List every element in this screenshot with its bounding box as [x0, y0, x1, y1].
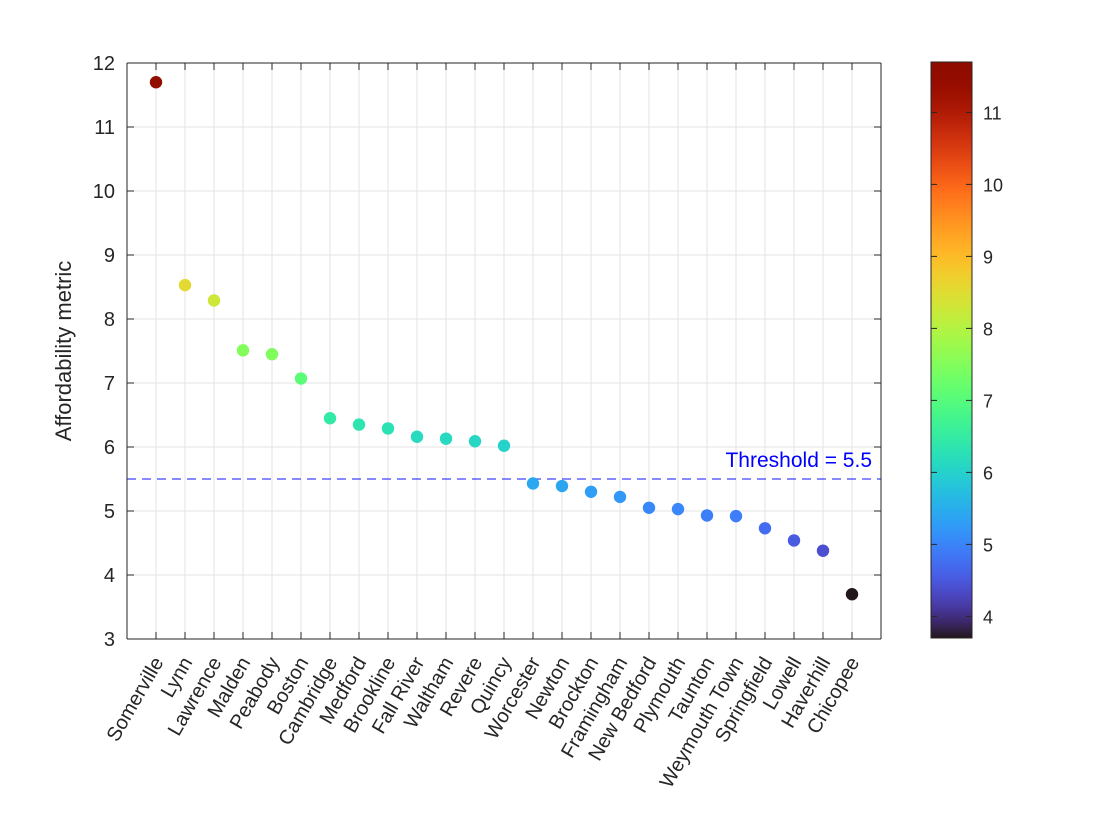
data-point: [468, 435, 482, 448]
threshold-group: Threshold = 5.5: [127, 449, 881, 480]
data-point: [700, 509, 714, 522]
colorbar-tick-label: 7: [983, 391, 993, 411]
points: [149, 76, 859, 601]
data-point: [497, 439, 511, 452]
y-tick-label: 9: [104, 245, 115, 267]
y-tick-label: 4: [104, 565, 115, 587]
data-point: [758, 522, 772, 535]
data-point: [381, 422, 395, 435]
axes: 3456789101112SomervilleLynnLawrenceMalde…: [93, 53, 882, 792]
data-point: [236, 344, 250, 357]
y-tick-label: 12: [93, 53, 115, 75]
colorbar-tick-label: 11: [983, 103, 1002, 123]
y-tick-label: 10: [93, 181, 115, 203]
data-point: [265, 348, 279, 361]
colorbar-gradient: [930, 61, 973, 639]
y-axis-title: Affordability metric: [51, 261, 76, 442]
colorbar-tick-label: 6: [983, 463, 993, 483]
data-point: [439, 432, 453, 445]
colorbar-tick-label: 4: [983, 607, 993, 627]
colorbar-tick-label: 9: [983, 247, 993, 267]
data-point: [352, 418, 366, 431]
y-tick-label: 8: [104, 309, 115, 331]
y-tick-label: 3: [104, 629, 115, 651]
colorbar-tick-label: 8: [983, 319, 993, 339]
colorbar-tick-label: 5: [983, 535, 993, 555]
colorbar-tick-label: 10: [983, 175, 1003, 195]
data-point: [526, 477, 540, 490]
data-point: [613, 490, 627, 504]
data-point: [642, 501, 656, 514]
colorbar: 4 5 6 7 8 9 10 11: [930, 61, 1003, 639]
data-point: [584, 485, 598, 498]
y-tick-label: 11: [94, 117, 115, 139]
data-point: [410, 430, 424, 443]
data-point: [207, 294, 221, 307]
data-point: [787, 534, 801, 547]
y-tick-label: 5: [104, 501, 115, 523]
data-point: [294, 372, 308, 385]
data-point: [555, 479, 569, 493]
data-point: [816, 544, 830, 557]
data-point: [671, 502, 685, 516]
data-point: [149, 76, 163, 89]
threshold-label: Threshold = 5.5: [725, 449, 872, 472]
x-tick-label: Somerville: [103, 654, 169, 746]
data-point: [729, 509, 743, 523]
data-point: [845, 588, 859, 601]
data-point: [178, 278, 192, 292]
y-tick-label: 6: [104, 437, 115, 459]
y-tick-label: 7: [104, 373, 115, 395]
data-point: [323, 412, 337, 425]
